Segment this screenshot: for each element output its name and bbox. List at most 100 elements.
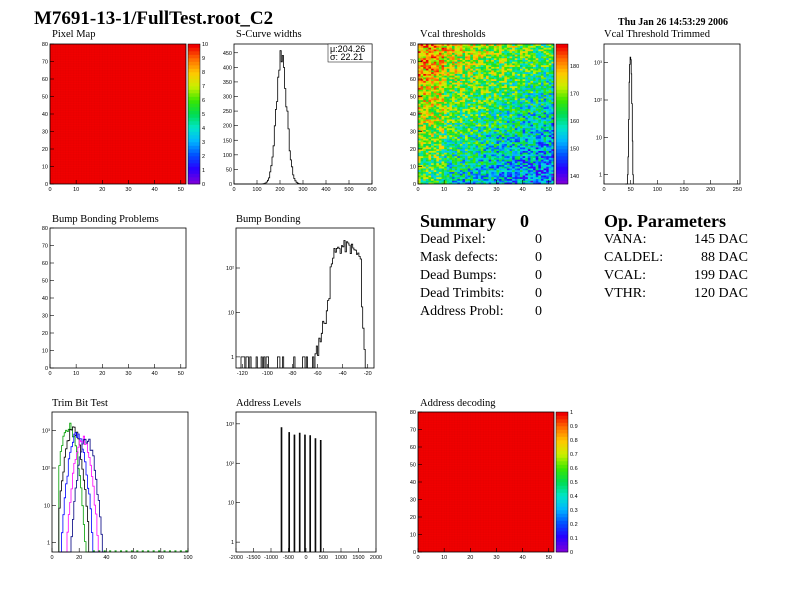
heatmap-cell xyxy=(548,164,552,167)
palette-cell xyxy=(556,121,568,125)
heatmap-cell xyxy=(444,108,447,111)
heatmap-cell xyxy=(501,94,505,97)
heatmap-cell xyxy=(436,66,440,69)
heatmap-cell xyxy=(483,140,487,143)
heatmap-cell xyxy=(527,98,531,101)
heatmap-cell xyxy=(533,115,536,118)
heatmap-cell xyxy=(459,145,463,148)
heatmap-cell xyxy=(449,63,453,66)
heatmap-cell xyxy=(504,117,508,120)
summary-label: Dead Bumps: xyxy=(420,268,497,283)
heatmap-cell xyxy=(514,131,518,134)
heatmap-cell xyxy=(540,47,544,50)
heatmap-cell xyxy=(420,168,424,171)
y-tick-label: 20 xyxy=(410,147,416,153)
heatmap-cell xyxy=(431,103,434,106)
heatmap-cell xyxy=(444,117,447,120)
heatmap-cell xyxy=(525,166,529,169)
heatmap-cell xyxy=(491,145,495,148)
heatmap-cell xyxy=(530,163,534,165)
heatmap-cell xyxy=(425,100,429,102)
heatmap-cell xyxy=(520,182,523,185)
heatmap-cell xyxy=(514,145,518,148)
heatmap-cell xyxy=(512,77,515,80)
heatmap-cell xyxy=(491,177,495,179)
heatmap-cell xyxy=(514,142,518,144)
heatmap-cell xyxy=(452,108,455,111)
heatmap-cell xyxy=(459,82,463,85)
heatmap-cell xyxy=(459,63,463,66)
heatmap-cell xyxy=(522,117,526,120)
heatmap-cell xyxy=(465,143,468,146)
heatmap-cell xyxy=(491,135,495,137)
heatmap-cell xyxy=(535,103,539,106)
heatmap-cell xyxy=(472,175,476,178)
heatmap-cell xyxy=(546,63,549,66)
heatmap-cell xyxy=(449,44,453,46)
heatmap-cell xyxy=(457,96,461,99)
heatmap-cell xyxy=(540,45,544,48)
heatmap-cell xyxy=(462,45,466,48)
heatmap-cell xyxy=(454,66,458,69)
heatmap-cell xyxy=(465,147,468,150)
heatmap-cell xyxy=(418,150,421,153)
heatmap-cell xyxy=(520,44,523,46)
heatmap-cell xyxy=(546,73,549,76)
heatmap-cell xyxy=(504,121,508,123)
x-tick-label: 200 xyxy=(706,187,715,193)
heatmap-cell xyxy=(520,135,523,137)
heatmap-cell xyxy=(483,145,487,148)
heatmap-cell xyxy=(540,56,544,59)
heatmap-cell xyxy=(548,73,552,76)
heatmap-cell xyxy=(499,58,502,60)
heatmap-cell xyxy=(478,47,481,50)
heatmap-cell xyxy=(462,47,466,50)
heatmap-cell xyxy=(548,89,552,92)
heatmap-cell xyxy=(540,122,544,125)
heatmap-cell xyxy=(462,61,466,64)
heatmap-cell xyxy=(478,80,481,83)
heatmap-cell xyxy=(517,87,521,90)
heatmap-cell xyxy=(514,105,518,108)
heatmap-cell xyxy=(457,86,461,88)
heatmap-cell xyxy=(470,91,474,94)
heatmap-cell xyxy=(533,49,536,52)
heatmap-cell xyxy=(480,70,484,73)
palette-cell xyxy=(188,156,200,160)
y-tick-label: 80 xyxy=(410,410,416,416)
heatmap-cell xyxy=(436,122,440,125)
heatmap-cell xyxy=(538,103,542,106)
heatmap-cell xyxy=(459,143,463,146)
heatmap-cell xyxy=(540,135,544,137)
heatmap-cell xyxy=(506,63,510,66)
heatmap-cell xyxy=(540,171,544,174)
heatmap-cell xyxy=(444,70,447,73)
heatmap-cell xyxy=(470,66,474,69)
heatmap-cell xyxy=(454,105,458,108)
heatmap-cell xyxy=(459,110,463,113)
heatmap-cell xyxy=(488,86,492,88)
heatmap-cell xyxy=(446,91,450,94)
heatmap-cell xyxy=(420,149,424,151)
heatmap-cell xyxy=(530,51,534,53)
heatmap-cell xyxy=(483,124,487,127)
heatmap-cell xyxy=(444,65,447,67)
heatmap-cell xyxy=(478,145,481,148)
heatmap-cell xyxy=(444,133,447,136)
heatmap-cell xyxy=(533,54,536,57)
heatmap-cell xyxy=(472,107,476,109)
heatmap-cell xyxy=(436,79,440,81)
heatmap-cell xyxy=(452,150,455,153)
heatmap-cell xyxy=(504,56,508,59)
heatmap-cell xyxy=(538,72,542,74)
heatmap-cell xyxy=(431,175,434,178)
heatmap-cell xyxy=(472,178,476,181)
heatmap-cell xyxy=(514,58,518,60)
heatmap-cell xyxy=(491,61,495,64)
heatmap-cell xyxy=(551,80,555,83)
heatmap-cell xyxy=(506,145,510,148)
heatmap-cell xyxy=(467,58,471,60)
heatmap-cell xyxy=(496,84,500,87)
heatmap-cell xyxy=(538,149,542,151)
palette-label: 0.7 xyxy=(570,452,578,458)
